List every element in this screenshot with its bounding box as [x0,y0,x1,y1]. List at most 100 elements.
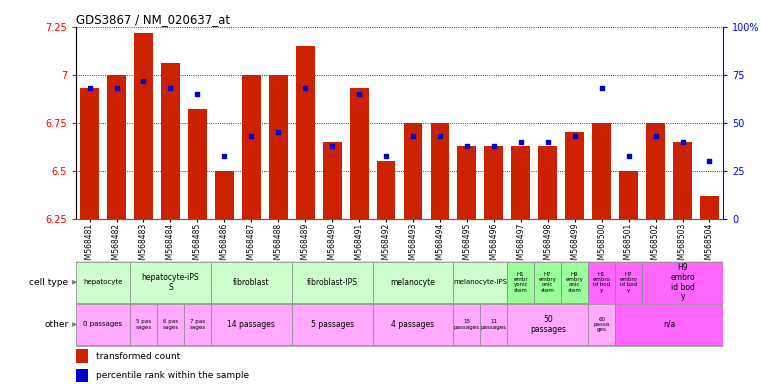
Point [622,152,635,159]
Text: fibroblast-IPS: fibroblast-IPS [307,278,358,287]
Bar [134,33,153,219]
Text: transformed count: transformed count [96,352,180,361]
Bar [107,75,126,219]
Point [677,139,689,145]
Point [272,129,285,136]
Bar [373,262,454,303]
Text: 50
passages: 50 passages [530,315,565,334]
Point [542,139,554,145]
Bar [454,262,508,303]
Point [514,139,527,145]
Bar [130,262,211,303]
Bar [80,88,99,219]
Point [164,85,177,91]
Text: percentile rank within the sample: percentile rank within the sample [96,371,249,380]
Bar [592,123,611,219]
Bar [538,146,557,219]
Bar [561,262,588,303]
Bar [76,304,130,345]
Point [299,85,311,91]
Text: H7
embro
id bod
y: H7 embro id bod y [619,271,638,293]
Text: 60
passa
ges: 60 passa ges [594,316,610,333]
Bar [619,171,638,219]
Text: 7 pas
sages: 7 pas sages [189,319,205,330]
Bar [349,88,368,219]
Bar [130,304,157,345]
Bar [485,146,503,219]
Text: H7
embry
onic
stem: H7 embry onic stem [539,271,557,293]
Text: cell type: cell type [30,278,68,287]
Bar [642,262,723,303]
Point [434,133,446,139]
Point [488,143,500,149]
Bar [457,146,476,219]
Point [84,85,96,91]
Text: fibroblast: fibroblast [233,278,269,287]
Text: hepatocyte: hepatocyte [84,279,123,285]
Point [353,91,365,97]
Bar [511,146,530,219]
Text: H9
embry
onic
stem: H9 embry onic stem [565,271,584,293]
Text: H1
embr
yonic
stem: H1 embr yonic stem [514,271,528,293]
Point [245,133,257,139]
Text: 5 passages: 5 passages [310,320,354,329]
Bar [615,304,723,345]
Text: 5 pas
sages: 5 pas sages [135,319,151,330]
Bar [588,304,615,345]
Point [326,143,338,149]
Text: hepatocyte-iPS
S: hepatocyte-iPS S [142,273,199,291]
Bar [431,123,450,219]
Bar [184,304,211,345]
Bar [508,304,588,345]
Bar [291,304,373,345]
Bar [76,369,88,382]
Bar [700,196,719,219]
Bar [157,304,184,345]
Bar [76,262,130,303]
Point [568,133,581,139]
Bar [403,123,422,219]
Point [649,133,661,139]
Text: H1
embro
id bod
y: H1 embro id bod y [593,271,610,293]
Bar [188,109,207,219]
Bar [673,142,692,219]
Point [218,152,231,159]
Bar [215,171,234,219]
Bar [211,262,291,303]
Bar [211,304,291,345]
Point [703,158,715,164]
Text: melanocyte-IPS: melanocyte-IPS [454,279,508,285]
Text: melanocyte: melanocyte [390,278,435,287]
Bar [454,304,480,345]
Point [407,133,419,139]
Bar [480,304,508,345]
Point [380,152,392,159]
Point [138,78,150,84]
Bar [161,63,180,219]
Bar [296,46,314,219]
Bar [534,262,561,303]
Text: 11
passages: 11 passages [481,319,507,330]
Text: 15
passages: 15 passages [454,319,480,330]
Bar [269,75,288,219]
Point [461,143,473,149]
Text: H9
embro
id bod
y: H9 embro id bod y [670,263,695,301]
Point [110,85,123,91]
Bar [291,262,373,303]
Bar [565,132,584,219]
Point [596,85,608,91]
Bar [242,75,261,219]
Text: n/a: n/a [663,320,675,329]
Bar [646,123,665,219]
Text: 6 pas
sages: 6 pas sages [162,319,179,330]
Bar [508,262,534,303]
Bar [323,142,342,219]
Text: 14 passages: 14 passages [228,320,275,329]
Bar [615,262,642,303]
Bar [76,349,88,363]
Bar [373,304,454,345]
Text: other: other [44,320,68,329]
Bar [588,262,615,303]
Point [191,91,203,97]
Bar [377,161,396,219]
